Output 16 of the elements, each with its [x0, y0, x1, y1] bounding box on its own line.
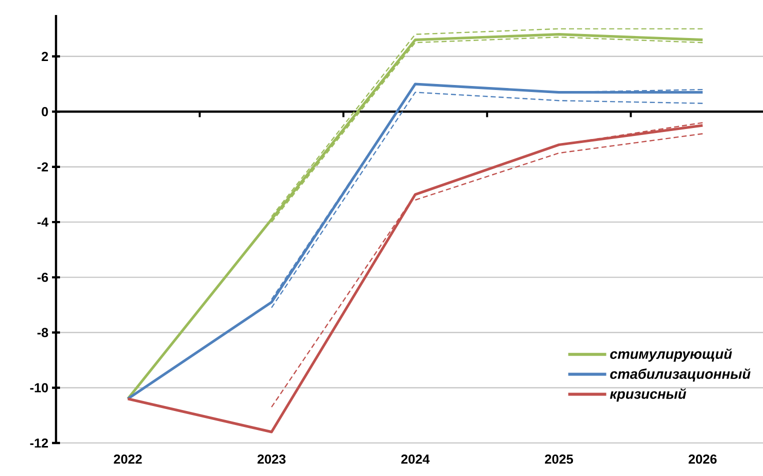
- y-tick-label: -8: [37, 328, 48, 338]
- y-tick-label: -2: [37, 162, 48, 172]
- y-tick-label: -4: [37, 218, 48, 227]
- y-tick-label: -6: [37, 272, 48, 282]
- legend-label: кризисный: [610, 388, 686, 402]
- y-tick-label: 2: [42, 52, 48, 61]
- x-tick-label: 2026: [688, 454, 717, 464]
- legend-label: стабилизационный: [610, 368, 750, 382]
- x-tick-label: 2022: [114, 454, 142, 464]
- y-tick-label: 0: [42, 107, 48, 116]
- x-tick-label: 2023: [258, 454, 286, 464]
- x-tick-label: 2025: [544, 454, 574, 464]
- y-tick-label: -10: [30, 383, 48, 392]
- y-tick-label: -12: [30, 438, 48, 448]
- legend-label: стимулирующий: [610, 348, 732, 362]
- x-tick-label: 2024: [401, 454, 430, 464]
